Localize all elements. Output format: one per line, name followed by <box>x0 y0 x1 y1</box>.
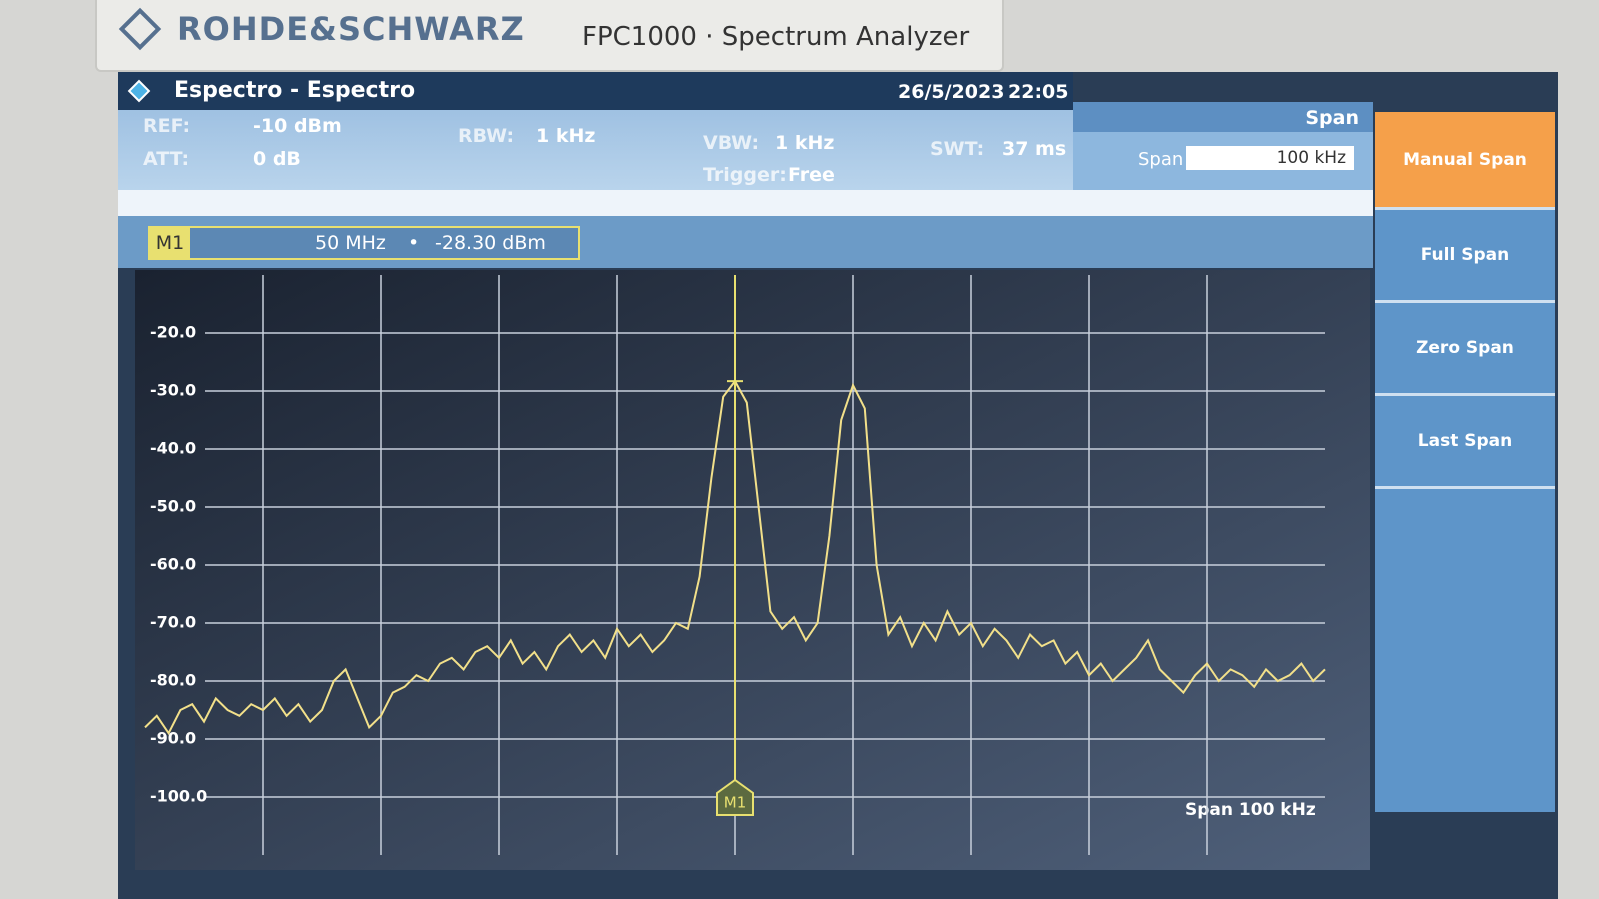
softkeys: Manual Span Full Span Zero Span Last Span <box>1375 112 1555 812</box>
setting-value: 1 kHz <box>536 125 596 147</box>
settings: REF: -10 dBm ATT: 0 dB RBW: 1 kHz VBW: 1 kHz Tri… <box>118 110 1073 190</box>
info-strip <box>118 190 1373 216</box>
softkey[interactable]: Manual Span <box>1375 112 1555 210</box>
marker-flag-label: M1 <box>724 794 747 812</box>
y-tick-label: -40.0 <box>150 439 196 458</box>
span-footer: Span 100 kHz <box>1185 800 1316 820</box>
setting-value: 1 kHz <box>775 132 835 154</box>
date: 26/5/2023 <box>898 81 1005 103</box>
y-tick-label: -70.0 <box>150 613 196 632</box>
separator: · <box>705 22 714 52</box>
model-name: FPC1000 <box>582 22 697 52</box>
y-tick-label: -90.0 <box>150 729 196 748</box>
model: FPC1000 · Spectrum Analyzer <box>582 22 969 52</box>
marker-level: -28.30 dBm <box>435 232 546 254</box>
y-tick-label: -30.0 <box>150 381 196 400</box>
setting-value: 0 dB <box>253 148 301 170</box>
y-tick-label: -60.0 <box>150 555 196 574</box>
y-tick-label: -80.0 <box>150 671 196 690</box>
y-tick-label: -100.0 <box>150 787 207 806</box>
setting-value: -10 dBm <box>253 115 342 137</box>
setting-label: SWT: <box>930 138 985 160</box>
marker-readout: M1 50 MHz • -28.30 dBm <box>148 226 580 260</box>
setting-label: ATT: <box>143 148 190 170</box>
y-tick-label: -50.0 <box>150 497 196 516</box>
span-label: Span <box>1138 149 1184 170</box>
product: Spectrum Analyzer <box>721 22 970 52</box>
softkey[interactable]: Full Span <box>1375 210 1555 303</box>
setting-value: 37 ms <box>1002 138 1067 160</box>
time: 22:05 <box>1008 81 1069 103</box>
softkey[interactable]: Zero Span <box>1375 303 1555 396</box>
marker-freq: 50 MHz <box>315 232 386 254</box>
setting-label: RBW: <box>458 125 515 147</box>
setting-label: REF: <box>143 115 191 137</box>
setting-label: VBW: <box>703 132 760 154</box>
logo <box>118 7 162 51</box>
marker-bar: M1 50 MHz • -28.30 dBm <box>118 216 1373 268</box>
app-icon <box>127 79 151 103</box>
title-bar: Espectro - Espectro 26/5/2023 22:05 <box>118 72 1073 110</box>
marker-name: M1 <box>150 228 190 258</box>
setting-value: Free <box>788 164 835 186</box>
plot-area <box>135 270 1370 870</box>
setting-label: Trigger: <box>703 164 787 186</box>
brand: ROHDE&SCHWARZ <box>177 10 525 48</box>
marker-flag <box>716 778 754 816</box>
y-tick-label: -20.0 <box>150 323 196 342</box>
window-title: Espectro - Espectro <box>174 78 416 103</box>
softkey[interactable]: Last Span <box>1375 396 1555 489</box>
span-input[interactable]: 100 kHz <box>1186 146 1354 170</box>
span-panel: Span Span 100 kHz <box>1073 102 1373 190</box>
nameplate: ROHDE&SCHWARZ FPC1000 · Spectrum Analyze… <box>95 0 1004 72</box>
span-title: Span <box>1305 107 1359 129</box>
